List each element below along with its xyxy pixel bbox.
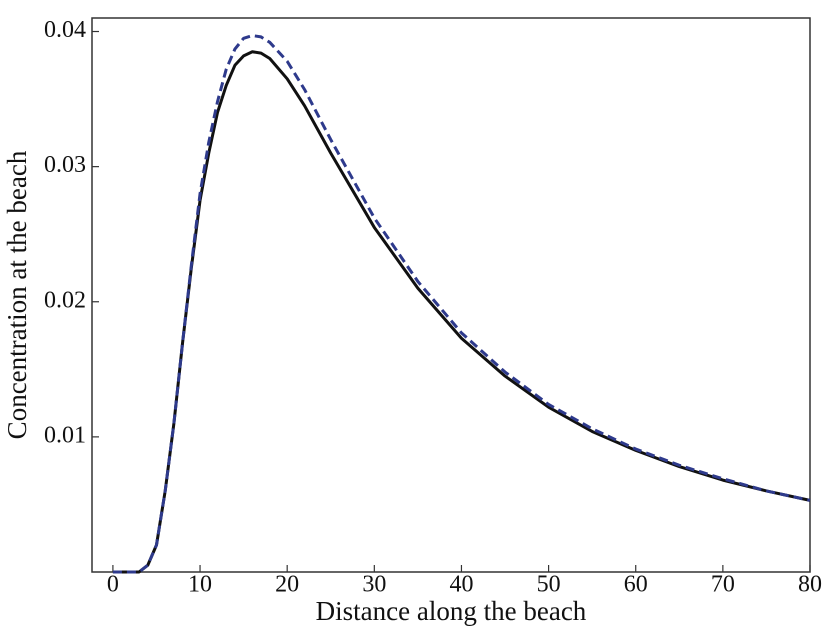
- series-line: [112, 50, 811, 574]
- x-tick-label: 40: [449, 572, 473, 598]
- y-tick-label: 0.01: [44, 422, 86, 448]
- x-axis-label: Distance along the beach: [316, 596, 587, 626]
- y-tick-label: 0.02: [44, 287, 86, 313]
- x-tick-label: 60: [624, 572, 648, 598]
- x-tick-label: 10: [188, 572, 212, 598]
- x-tick-label: 70: [711, 572, 735, 598]
- x-tick-label: 30: [362, 572, 386, 598]
- series-line: [112, 34, 811, 574]
- x-tick-label: 50: [537, 572, 561, 598]
- y-axis-label: Concentration at the beach: [2, 150, 32, 439]
- x-tick-label: 80: [798, 572, 822, 598]
- x-tick-label: 0: [107, 572, 119, 598]
- y-tick-label: 0.03: [44, 152, 86, 178]
- plot-frame: [91, 17, 811, 573]
- y-tick-label: 0.04: [44, 17, 86, 43]
- x-tick-label: 20: [275, 572, 299, 598]
